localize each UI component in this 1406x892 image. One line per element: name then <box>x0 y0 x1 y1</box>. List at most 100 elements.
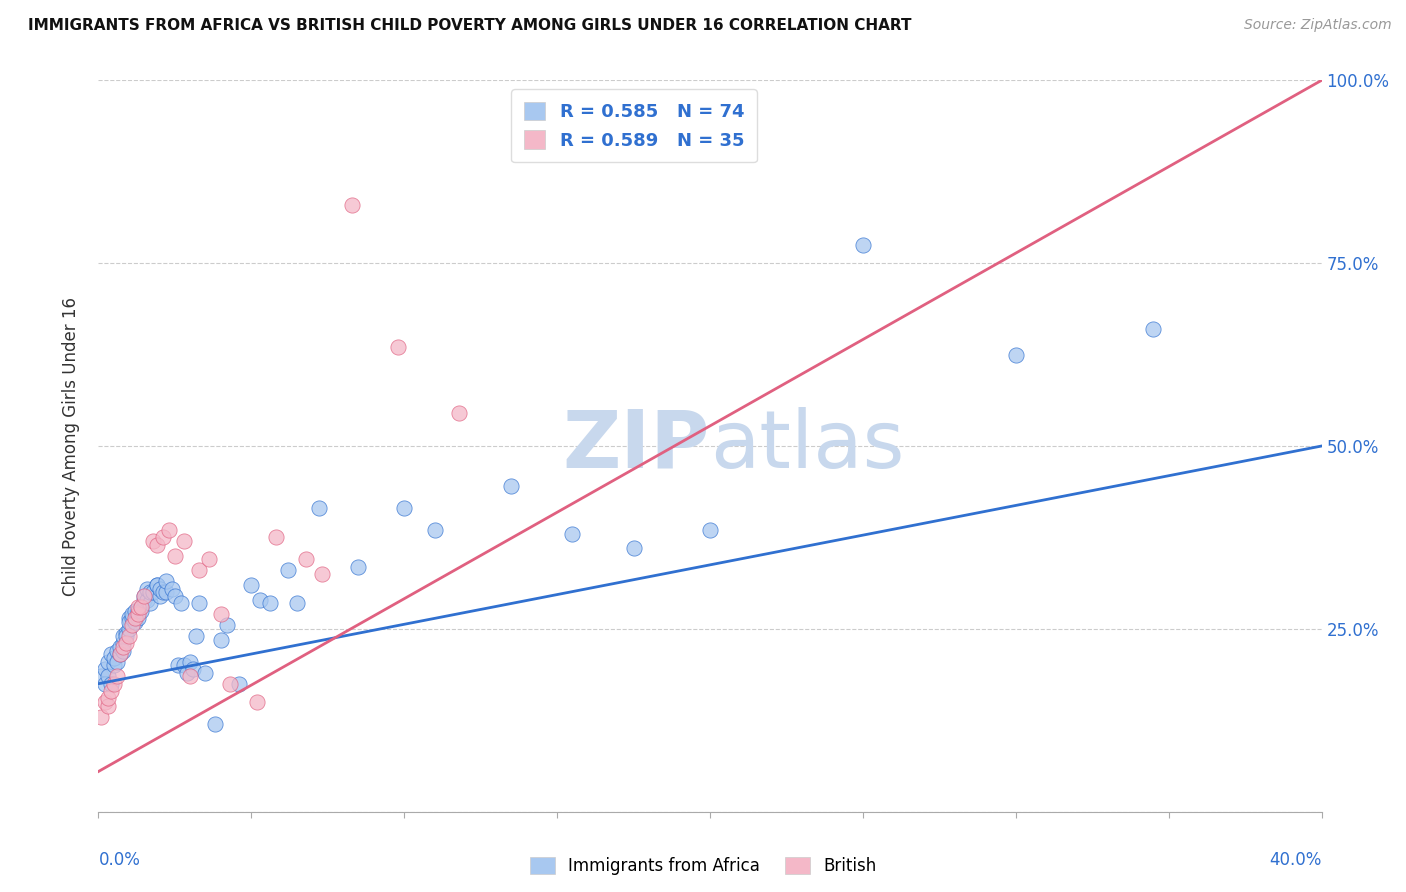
Text: 40.0%: 40.0% <box>1270 851 1322 869</box>
Point <box>124 603 146 617</box>
Point <box>264 530 287 544</box>
Point <box>623 541 645 556</box>
Point <box>308 501 330 516</box>
Point <box>103 676 125 690</box>
Point <box>129 603 152 617</box>
Point <box>215 618 238 632</box>
Point <box>219 676 242 690</box>
Point <box>295 552 318 566</box>
Text: atlas: atlas <box>710 407 904 485</box>
Point <box>423 523 446 537</box>
Text: 0.0%: 0.0% <box>98 851 141 869</box>
Point <box>124 615 146 629</box>
Point <box>188 563 211 577</box>
Point <box>249 592 271 607</box>
Point <box>152 585 174 599</box>
Point <box>136 592 159 607</box>
Point <box>111 644 134 658</box>
Point <box>118 611 141 625</box>
Point <box>149 582 172 596</box>
Point <box>93 695 115 709</box>
Point <box>118 622 141 636</box>
Point <box>228 676 250 690</box>
Point <box>121 618 143 632</box>
Point <box>142 534 165 549</box>
Point <box>259 596 281 610</box>
Point <box>145 578 167 592</box>
Point <box>115 629 138 643</box>
Point <box>160 582 183 596</box>
Point <box>103 651 125 665</box>
Point <box>93 662 115 676</box>
Point <box>179 669 201 683</box>
Point <box>209 632 232 647</box>
Point <box>127 603 149 617</box>
Point <box>108 648 131 662</box>
Point <box>699 523 721 537</box>
Point <box>155 574 177 589</box>
Point <box>100 676 122 690</box>
Point <box>145 578 167 592</box>
Point <box>163 549 186 563</box>
Y-axis label: Child Poverty Among Girls Under 16: Child Poverty Among Girls Under 16 <box>62 296 80 596</box>
Point <box>179 655 201 669</box>
Point <box>103 658 125 673</box>
Point <box>285 596 308 610</box>
Point <box>124 611 146 625</box>
Point <box>188 596 211 610</box>
Point <box>186 629 208 643</box>
Point <box>342 197 364 211</box>
Text: ZIP: ZIP <box>562 407 710 485</box>
Point <box>90 669 112 683</box>
Point <box>105 655 128 669</box>
Point <box>240 578 263 592</box>
Point <box>149 589 172 603</box>
Point <box>127 611 149 625</box>
Legend: R = 0.585   N = 74, R = 0.589   N = 35: R = 0.585 N = 74, R = 0.589 N = 35 <box>512 89 756 162</box>
Point <box>173 534 195 549</box>
Point <box>105 644 128 658</box>
Point <box>136 582 159 596</box>
Point <box>277 563 299 577</box>
Point <box>194 665 217 680</box>
Point <box>347 559 370 574</box>
Point <box>108 640 131 655</box>
Point <box>449 406 471 420</box>
Text: IMMIGRANTS FROM AFRICA VS BRITISH CHILD POVERTY AMONG GIRLS UNDER 16 CORRELATION: IMMIGRANTS FROM AFRICA VS BRITISH CHILD … <box>28 18 911 33</box>
Point <box>134 589 156 603</box>
Point <box>176 665 198 680</box>
Point <box>90 709 112 723</box>
Point <box>134 592 156 607</box>
Point <box>127 607 149 622</box>
Point <box>157 523 180 537</box>
Point <box>121 611 143 625</box>
Point <box>311 567 333 582</box>
Point <box>97 669 120 683</box>
Legend: Immigrants from Africa, British: Immigrants from Africa, British <box>522 849 884 884</box>
Point <box>115 625 138 640</box>
Point <box>139 585 162 599</box>
Point <box>100 648 122 662</box>
Point <box>111 640 134 655</box>
Point <box>129 599 152 614</box>
Point <box>115 636 138 650</box>
Point <box>181 662 204 676</box>
Point <box>152 530 174 544</box>
Point <box>163 589 186 603</box>
Point <box>501 479 523 493</box>
Point <box>111 629 134 643</box>
Point <box>392 501 416 516</box>
Point <box>118 629 141 643</box>
Point <box>97 698 120 713</box>
Point <box>105 669 128 683</box>
Point <box>197 552 219 566</box>
Point <box>561 526 583 541</box>
Point <box>145 538 167 552</box>
Text: Source: ZipAtlas.com: Source: ZipAtlas.com <box>1244 18 1392 32</box>
Point <box>170 596 193 610</box>
Point <box>93 676 115 690</box>
Point <box>387 340 409 354</box>
Point <box>100 684 122 698</box>
Point <box>173 658 195 673</box>
Point <box>134 589 156 603</box>
